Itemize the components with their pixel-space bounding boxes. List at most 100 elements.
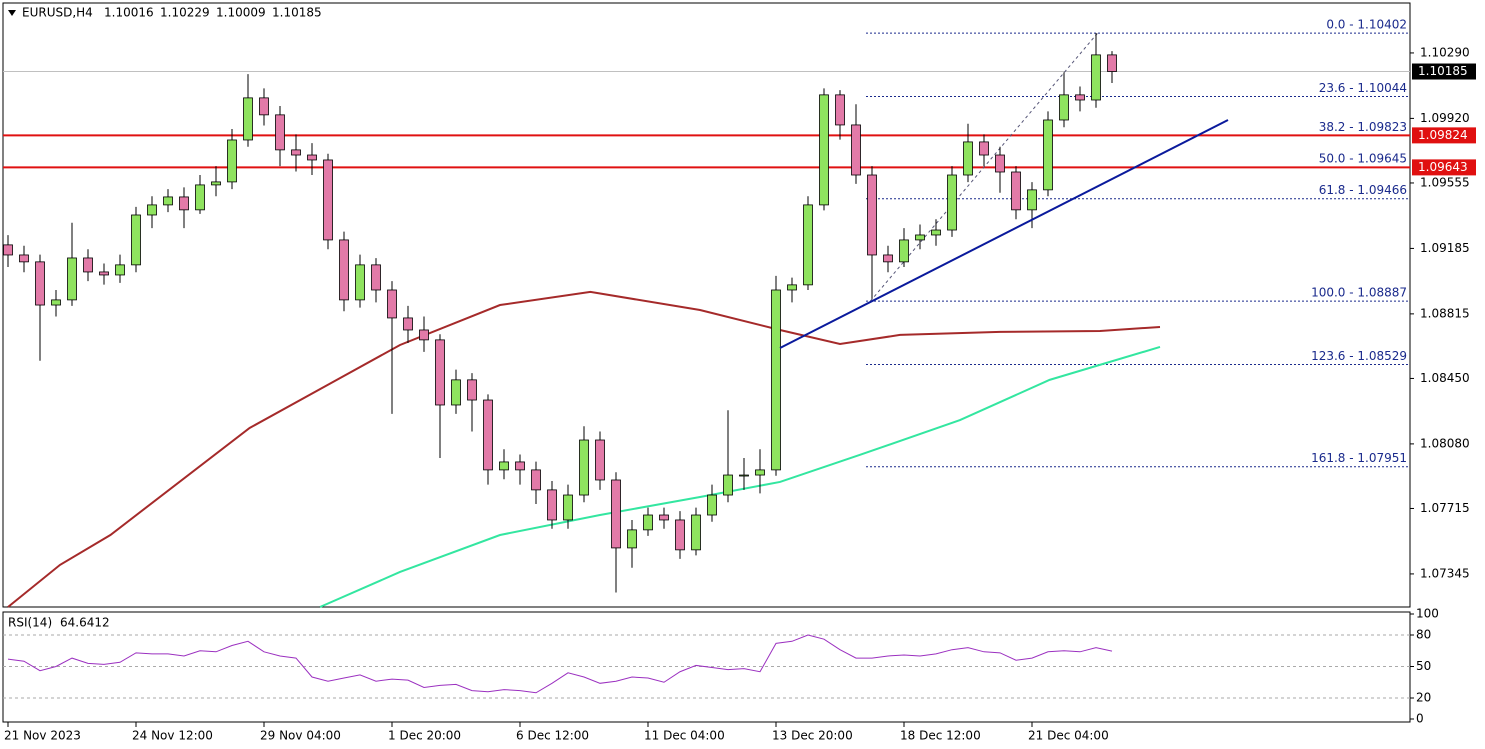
candle-body bbox=[355, 264, 365, 301]
rsi-tick-label: 50 bbox=[1416, 659, 1431, 673]
rsi-tick-label: 100 bbox=[1416, 607, 1439, 621]
price-box-label: 1.09643 bbox=[1418, 160, 1468, 174]
candle-body bbox=[643, 514, 653, 531]
candle-body bbox=[115, 264, 125, 276]
candle-body bbox=[1011, 171, 1021, 211]
x-tick-label: 24 Nov 12:00 bbox=[132, 729, 213, 743]
candle-body bbox=[1075, 94, 1085, 101]
candle-body bbox=[611, 479, 621, 549]
candle-body bbox=[947, 174, 957, 231]
candle-body bbox=[483, 399, 493, 471]
rsi-tick-label: 0 bbox=[1416, 712, 1424, 726]
candle-body bbox=[963, 141, 973, 176]
rsi-last: 64.6412 bbox=[60, 616, 110, 630]
y-tick-label: 1.07345 bbox=[1420, 566, 1470, 580]
candle-body bbox=[3, 244, 13, 256]
candle-body bbox=[259, 97, 269, 116]
candle-body bbox=[339, 239, 349, 301]
candle-body bbox=[595, 439, 605, 481]
y-tick-label: 1.09920 bbox=[1420, 111, 1470, 125]
main-pane bbox=[2, 2, 1411, 608]
x-tick-label: 1 Dec 20:00 bbox=[388, 729, 461, 743]
candle-body bbox=[515, 461, 525, 471]
candle-body bbox=[243, 97, 253, 141]
candle-body bbox=[819, 94, 829, 206]
candle-body bbox=[163, 196, 173, 206]
candle-body bbox=[979, 141, 989, 156]
candle-body bbox=[1091, 54, 1101, 101]
candle-body bbox=[1027, 189, 1037, 211]
candle-body bbox=[499, 461, 509, 471]
y-tick-label: 1.09555 bbox=[1420, 175, 1470, 189]
candle-body bbox=[867, 174, 877, 256]
candle-body bbox=[739, 474, 749, 477]
candle-body bbox=[147, 204, 157, 216]
candle-body bbox=[403, 317, 413, 331]
candle-body bbox=[83, 257, 93, 273]
candle-body bbox=[691, 514, 701, 551]
x-tick-label: 6 Dec 12:00 bbox=[516, 729, 589, 743]
candle-body bbox=[755, 469, 765, 476]
price-box bbox=[1412, 127, 1476, 144]
y-tick-label: 1.07715 bbox=[1420, 501, 1470, 515]
header-open: 1.10016 bbox=[104, 6, 154, 20]
candle-body bbox=[179, 196, 189, 211]
candle-body bbox=[787, 284, 797, 291]
trendline bbox=[779, 119, 1229, 349]
candle-body bbox=[51, 299, 61, 306]
candle-body bbox=[451, 379, 461, 406]
candle-body bbox=[227, 139, 237, 183]
x-tick-label: 18 Dec 12:00 bbox=[900, 729, 981, 743]
candle-body bbox=[467, 379, 477, 401]
candle-body bbox=[531, 469, 541, 491]
candle-body bbox=[803, 204, 813, 286]
fib-label: 123.6 - 1.08529 bbox=[1311, 349, 1407, 363]
fib-label: 50.0 - 1.09645 bbox=[1319, 152, 1407, 166]
candle-body bbox=[931, 229, 941, 236]
candle-body bbox=[435, 339, 445, 406]
y-tick-label: 1.10290 bbox=[1420, 45, 1470, 59]
candle-body bbox=[35, 261, 45, 306]
candle-body bbox=[915, 234, 925, 241]
candle-body bbox=[131, 214, 141, 266]
candle-body bbox=[195, 184, 205, 211]
candle-body bbox=[1043, 119, 1053, 191]
y-tick-label: 1.08080 bbox=[1420, 436, 1470, 450]
candle-body bbox=[307, 154, 317, 161]
candle-body bbox=[659, 514, 669, 521]
fib-label: 0.0 - 1.10402 bbox=[1326, 18, 1407, 32]
candle-body bbox=[211, 181, 221, 186]
candle-body bbox=[291, 149, 301, 156]
y-tick-label: 1.08815 bbox=[1420, 306, 1470, 320]
x-tick-label: 21 Nov 2023 bbox=[4, 729, 81, 743]
y-tick-label: 1.09185 bbox=[1420, 241, 1470, 255]
fib-label: 161.8 - 1.07951 bbox=[1311, 451, 1407, 465]
x-tick-label: 21 Dec 04:00 bbox=[1028, 729, 1109, 743]
candle-body bbox=[67, 257, 77, 301]
symbol: EURUSD,H4 bbox=[22, 6, 93, 20]
candle-body bbox=[19, 254, 29, 263]
fib-diagonal bbox=[870, 32, 1098, 302]
moving-average bbox=[7, 290, 1161, 608]
x-tick-label: 11 Dec 04:00 bbox=[644, 729, 725, 743]
candle-body bbox=[419, 329, 429, 341]
candle-body bbox=[1059, 94, 1069, 121]
price-box bbox=[1412, 159, 1476, 176]
candle-body bbox=[707, 494, 717, 516]
candle-body bbox=[563, 494, 573, 521]
header-low: 1.10009 bbox=[216, 6, 266, 20]
header-close: 1.10185 bbox=[272, 6, 322, 20]
moving-average bbox=[319, 345, 1161, 608]
rsi-title: RSI(14) bbox=[8, 616, 52, 630]
current-price-box bbox=[1412, 63, 1476, 80]
candle-body bbox=[371, 264, 381, 291]
candle-body bbox=[547, 489, 557, 521]
candle-body bbox=[387, 289, 397, 319]
candle-body bbox=[835, 94, 845, 126]
fib-label: 23.6 - 1.10044 bbox=[1319, 81, 1407, 95]
rsi-tick-label: 80 bbox=[1416, 628, 1431, 642]
candle-body bbox=[99, 271, 109, 276]
header-high: 1.10229 bbox=[160, 6, 210, 20]
fib-label: 38.2 - 1.09823 bbox=[1319, 120, 1407, 134]
